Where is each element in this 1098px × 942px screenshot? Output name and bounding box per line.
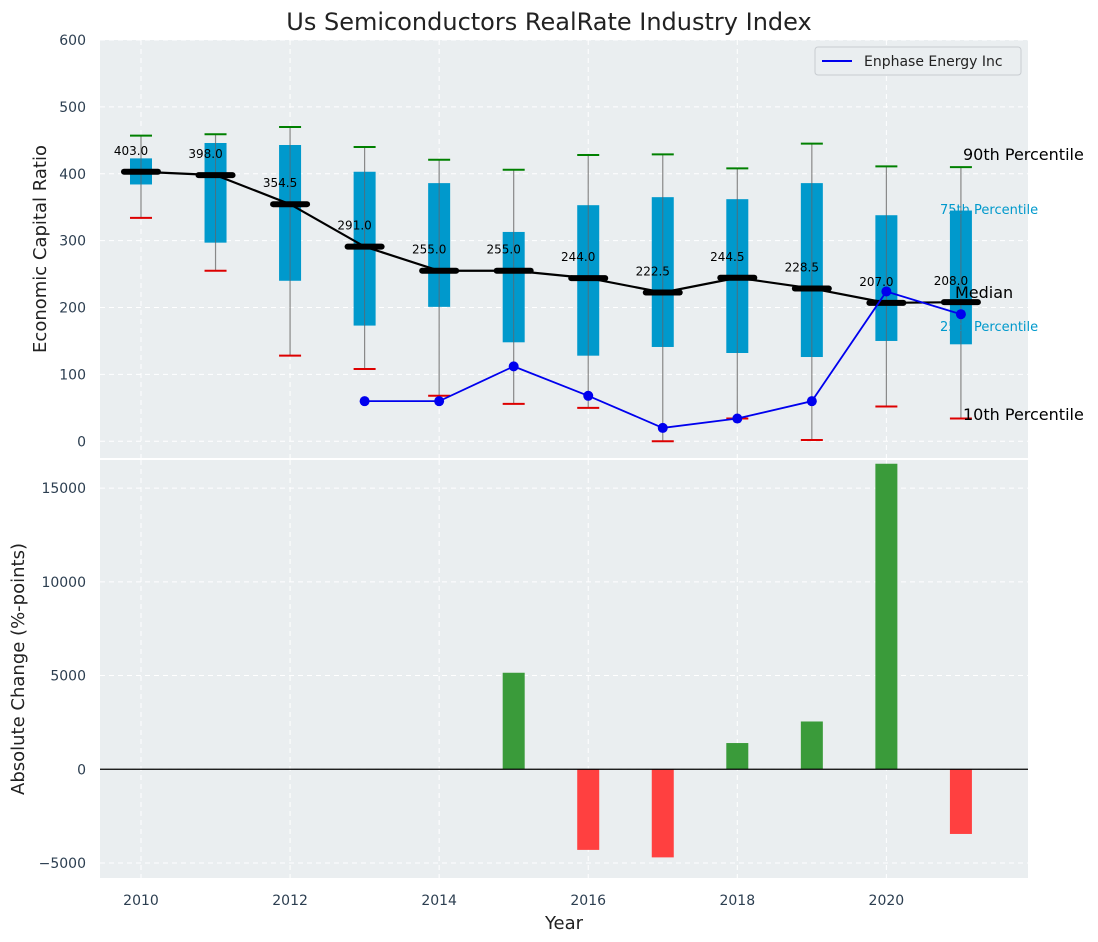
- negative-change-bar: [651, 769, 674, 858]
- top-y-tick-label: 0: [77, 434, 86, 450]
- top-y-tick-label: 100: [59, 367, 86, 383]
- top-grid: [100, 39, 1028, 442]
- legend-label: Enphase Energy Inc: [864, 54, 1003, 70]
- q1-end-label: 25th Percentile: [940, 320, 1038, 335]
- company-point: [881, 286, 892, 297]
- bottom-y-axis-label: Absolute Change (%-points): [8, 543, 29, 795]
- median-value-label: 403.0: [114, 144, 148, 158]
- company-point: [806, 396, 817, 407]
- median-value-label: 222.5: [636, 264, 670, 278]
- top-y-tick-label: 500: [59, 100, 86, 116]
- company-point: [434, 396, 445, 407]
- company-point: [583, 390, 594, 401]
- negative-change-bar: [949, 769, 972, 834]
- x-axis-label: Year: [544, 913, 584, 934]
- top-y-axis-label: Economic Capital Ratio: [30, 145, 51, 353]
- median-value-label: 208.0: [934, 274, 968, 288]
- percentile-end-labels: 90th Percentile 75th Percentile Median 2…: [940, 145, 1084, 424]
- median-value-label: 255.0: [487, 243, 521, 257]
- top-panel: 0 100 200 300 400 500 600 403.0 398.0 354.5 291.0…: [30, 33, 1084, 458]
- top-y-tick-label: 400: [59, 167, 86, 183]
- median-value-label: 244.0: [561, 250, 595, 264]
- bottom-y-tick-label: 10000: [41, 575, 86, 591]
- x-ticks: 2010 2012 2014 2016 2018 2020: [123, 893, 904, 909]
- bottom-panel-background: [100, 460, 1028, 878]
- company-point: [732, 413, 743, 424]
- bottom-y-tick-label: 0: [77, 762, 86, 778]
- bottom-y-ticks: −5000 0 5000 10000 15000: [39, 481, 86, 872]
- company-point: [508, 361, 519, 372]
- median-value-label: 291.0: [337, 219, 371, 233]
- company-point: [657, 422, 668, 433]
- x-tick-label: 2018: [719, 893, 755, 909]
- median-end-label: Median: [955, 283, 1013, 302]
- company-line: [359, 286, 966, 433]
- median-value-label: 207.0: [859, 275, 893, 289]
- x-tick-label: 2010: [123, 893, 159, 909]
- median-value-label: 354.5: [263, 176, 297, 190]
- x-tick-label: 2014: [421, 893, 457, 909]
- bottom-y-tick-label: 5000: [50, 669, 86, 685]
- company-point: [359, 396, 370, 407]
- q3-end-label: 75th Percentile: [940, 203, 1038, 218]
- legend[interactable]: Enphase Energy Inc: [814, 46, 1022, 76]
- bar-series: [502, 463, 972, 858]
- bottom-y-tick-label: −5000: [39, 856, 86, 872]
- bottom-y-tick-label: 15000: [41, 481, 86, 497]
- x-tick-label: 2016: [570, 893, 606, 909]
- negative-change-bar: [577, 769, 600, 850]
- x-tick-label: 2012: [272, 893, 308, 909]
- p90-end-label: 90th Percentile: [963, 145, 1084, 164]
- median-value-label: 228.5: [785, 260, 819, 274]
- top-panel-background: [100, 40, 1028, 458]
- company-point: [955, 309, 966, 320]
- p10-end-label: 10th Percentile: [963, 405, 1084, 424]
- legend-box: [814, 46, 1022, 76]
- positive-change-bar: [726, 743, 749, 770]
- chart-title: Us Semiconductors RealRate Industry Inde…: [286, 8, 811, 36]
- top-y-tick-label: 600: [59, 33, 86, 49]
- median-value-label: 244.5: [710, 250, 744, 264]
- positive-change-bar: [800, 721, 823, 770]
- top-y-tick-label: 300: [59, 234, 86, 250]
- median-line: [120, 168, 981, 306]
- positive-change-bar: [502, 672, 525, 770]
- median-labels: 403.0 398.0 354.5 291.0 255.0 255.0 244.0 222.5…: [114, 144, 968, 289]
- median-value-label: 398.0: [188, 147, 222, 161]
- top-y-tick-label: 200: [59, 301, 86, 317]
- median-value-label: 255.0: [412, 243, 446, 257]
- x-tick-label: 2020: [869, 893, 905, 909]
- positive-change-bar: [875, 463, 898, 770]
- top-y-ticks: 0 100 200 300 400 500 600: [59, 33, 86, 450]
